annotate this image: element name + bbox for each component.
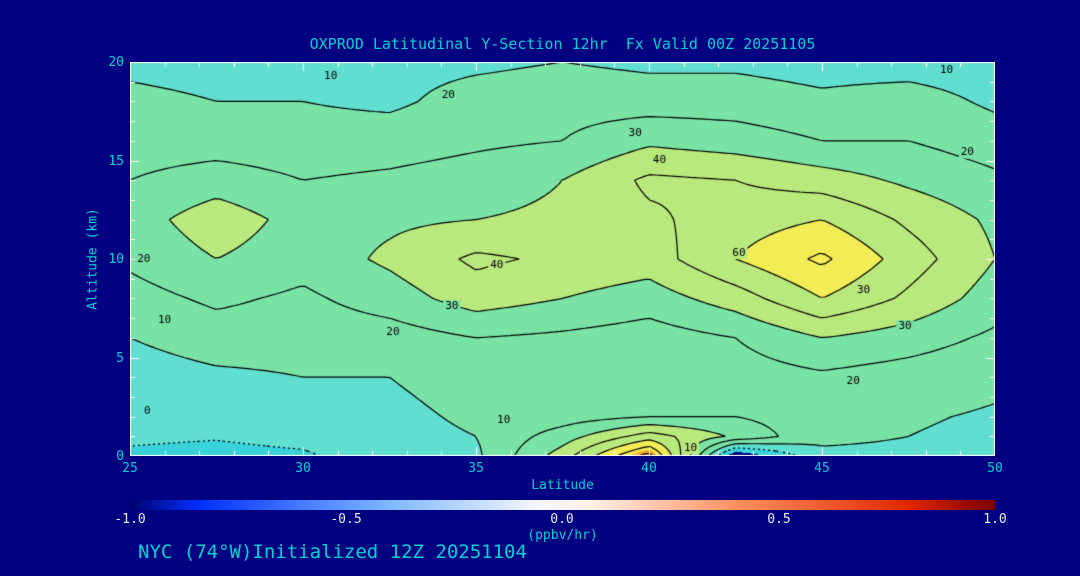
colorbar-units-label: (ppbv/hr) bbox=[527, 528, 598, 543]
y-tick-5: 5 bbox=[116, 351, 124, 366]
y-tick-15: 15 bbox=[108, 154, 124, 169]
x-tick-40: 40 bbox=[641, 461, 657, 476]
colorbar-tick-pos1: 1.0 bbox=[983, 512, 1007, 527]
contour-plot-canvas bbox=[130, 62, 995, 456]
x-axis-title: Latitude bbox=[531, 478, 594, 493]
x-tick-30: 30 bbox=[295, 461, 311, 476]
colorbar-tick-pos05: 0.5 bbox=[767, 512, 791, 527]
footer-run-info: NYC (74°W)Initialized 12Z 20251104 bbox=[138, 541, 527, 563]
chart-title: OXPROD Latitudinal Y-Section 12hr Fx Val… bbox=[309, 35, 816, 53]
colorbar-tick-neg05: -0.5 bbox=[330, 512, 362, 527]
colorbar-tick-neg1: -1.0 bbox=[114, 512, 146, 527]
y-tick-20: 20 bbox=[108, 55, 124, 70]
colorbar-tick-zero: 0.0 bbox=[550, 512, 574, 527]
x-tick-45: 45 bbox=[814, 461, 830, 476]
y-tick-10: 10 bbox=[108, 252, 124, 267]
y-tick-0: 0 bbox=[116, 449, 124, 464]
x-tick-35: 35 bbox=[468, 461, 484, 476]
x-tick-50: 50 bbox=[987, 461, 1003, 476]
colorbar-gradient bbox=[130, 500, 995, 510]
x-tick-25: 25 bbox=[122, 461, 138, 476]
